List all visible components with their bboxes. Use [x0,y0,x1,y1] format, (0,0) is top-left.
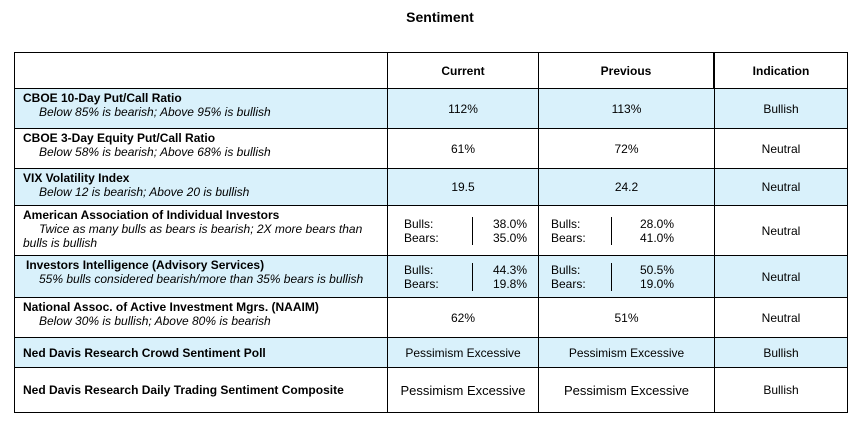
table-row: Investors Intelligence (Advisory Service… [14,255,848,298]
header-previous: Previous [538,52,715,89]
indicator-cell: VIX Volatility Index Below 12 is bearish… [14,168,388,206]
current-bulls-bears: Bulls: Bears: 44.3% 19.8% [387,255,539,298]
previous-value: 24.2 [538,168,715,206]
header-indication: Indication [714,52,848,89]
indicator-cell: Ned Davis Research Crowd Sentiment Poll [14,337,388,368]
indicator-desc: Below 30% is bullish; Above 80% is beari… [39,314,271,328]
header-indicator [14,52,388,89]
indicator-name: Ned Davis Research Daily Trading Sentime… [23,383,344,397]
indicator-name: Investors Intelligence (Advisory Service… [26,258,265,272]
indicator-desc: Twice as many bulls as bears is bearish;… [39,222,363,236]
current-value: 62% [387,297,539,338]
previous-value: Pessimism Excessive [538,367,715,413]
current-value: Pessimism Excessive [387,367,539,413]
indication-value: Neutral [714,255,848,298]
indication-value: Bullish [714,88,848,129]
indicator-name: VIX Volatility Index [23,171,130,185]
indicator-cell: CBOE 10-Day Put/Call Ratio Below 85% is … [14,88,388,129]
indicator-desc: Below 85% is bearish; Above 95% is bulli… [39,105,271,119]
indicator-desc: Below 12 is bearish; Above 20 is bullish [39,185,250,199]
table-header-row: Current Previous Indication [14,52,848,89]
table-row: VIX Volatility Index Below 12 is bearish… [14,168,848,206]
indicator-name: Ned Davis Research Crowd Sentiment Poll [23,345,266,360]
previous-value: 51% [538,297,715,338]
indicator-cell: National Assoc. of Active Investment Mgr… [14,297,388,338]
indicator-name: American Association of Individual Inves… [23,208,280,222]
sentiment-table: Current Previous Indication CBOE 10-Day … [14,52,848,413]
indicator-desc: 55% bulls considered bearish/more than 3… [39,272,364,286]
indicator-name: CBOE 10-Day Put/Call Ratio [23,91,182,105]
table-row: CBOE 10-Day Put/Call Ratio Below 85% is … [14,88,848,129]
previous-bulls-bears: Bulls: Bears: 50.5% 19.0% [538,255,715,298]
indicator-cell: American Association of Individual Inves… [14,205,388,256]
indication-value: Neutral [714,168,848,206]
indicator-desc-cont: bulls is bullish [23,236,98,250]
indicator-name: CBOE 3-Day Equity Put/Call Ratio [23,131,216,145]
table-row: National Assoc. of Active Investment Mgr… [14,297,848,338]
previous-value: Pessimism Excessive [538,337,715,368]
table-row: American Association of Individual Inves… [14,205,848,256]
indicator-cell: CBOE 3-Day Equity Put/Call Ratio Below 5… [14,128,388,169]
current-value: 61% [387,128,539,169]
indication-value: Neutral [714,297,848,338]
indication-value: Bullish [714,367,848,413]
previous-value: 113% [538,88,715,129]
indication-value: Bullish [714,337,848,368]
current-value: 112% [387,88,539,129]
indicator-name: National Assoc. of Active Investment Mgr… [23,300,319,314]
header-current: Current [387,52,539,89]
indication-value: Neutral [714,128,848,169]
indicator-cell: Ned Davis Research Daily Trading Sentime… [14,367,388,413]
current-value: Pessimism Excessive [387,337,539,368]
current-bulls-bears: Bulls: Bears: 38.0% 35.0% [387,205,539,256]
table-row: Ned Davis Research Daily Trading Sentime… [14,367,848,413]
page-title: Sentiment [406,9,474,25]
previous-value: 72% [538,128,715,169]
indicator-desc: Below 58% is bearish; Above 68% is bulli… [39,145,271,159]
table-row: Ned Davis Research Crowd Sentiment Poll … [14,337,848,368]
indication-value: Neutral [714,205,848,256]
table-row: CBOE 3-Day Equity Put/Call Ratio Below 5… [14,128,848,169]
indicator-cell: Investors Intelligence (Advisory Service… [14,255,388,298]
current-value: 19.5 [387,168,539,206]
previous-bulls-bears: Bulls: Bears: 28.0% 41.0% [538,205,715,256]
